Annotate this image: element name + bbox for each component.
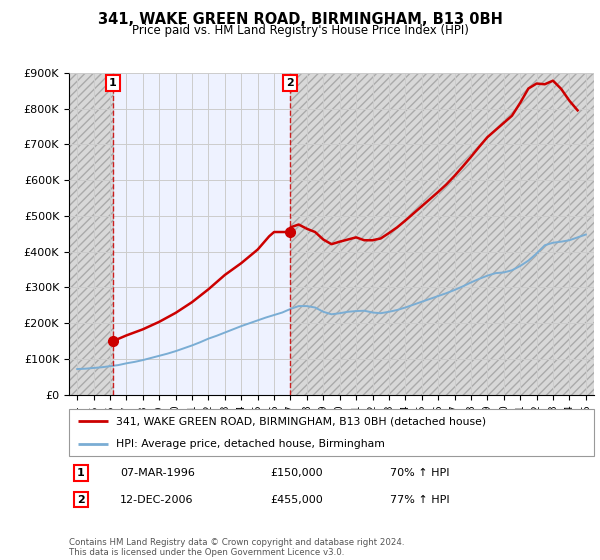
Text: £150,000: £150,000 bbox=[270, 468, 323, 478]
Bar bbox=[69, 73, 113, 395]
FancyBboxPatch shape bbox=[69, 409, 594, 456]
Bar bbox=[290, 73, 594, 395]
Bar bbox=[69, 73, 113, 395]
Text: 07-MAR-1996: 07-MAR-1996 bbox=[120, 468, 195, 478]
Text: 2: 2 bbox=[286, 78, 293, 87]
Text: £455,000: £455,000 bbox=[270, 494, 323, 505]
Text: 1: 1 bbox=[109, 78, 117, 87]
Text: 1: 1 bbox=[77, 468, 85, 478]
Text: 77% ↑ HPI: 77% ↑ HPI bbox=[390, 494, 449, 505]
Text: 2: 2 bbox=[77, 494, 85, 505]
Text: HPI: Average price, detached house, Birmingham: HPI: Average price, detached house, Birm… bbox=[116, 439, 385, 449]
Text: 12-DEC-2006: 12-DEC-2006 bbox=[120, 494, 193, 505]
Text: 70% ↑ HPI: 70% ↑ HPI bbox=[390, 468, 449, 478]
Text: Price paid vs. HM Land Registry's House Price Index (HPI): Price paid vs. HM Land Registry's House … bbox=[131, 24, 469, 37]
Text: 341, WAKE GREEN ROAD, BIRMINGHAM, B13 0BH (detached house): 341, WAKE GREEN ROAD, BIRMINGHAM, B13 0B… bbox=[116, 416, 487, 426]
Text: 341, WAKE GREEN ROAD, BIRMINGHAM, B13 0BH: 341, WAKE GREEN ROAD, BIRMINGHAM, B13 0B… bbox=[98, 12, 502, 27]
Text: Contains HM Land Registry data © Crown copyright and database right 2024.
This d: Contains HM Land Registry data © Crown c… bbox=[69, 538, 404, 557]
Bar bbox=[290, 73, 594, 395]
